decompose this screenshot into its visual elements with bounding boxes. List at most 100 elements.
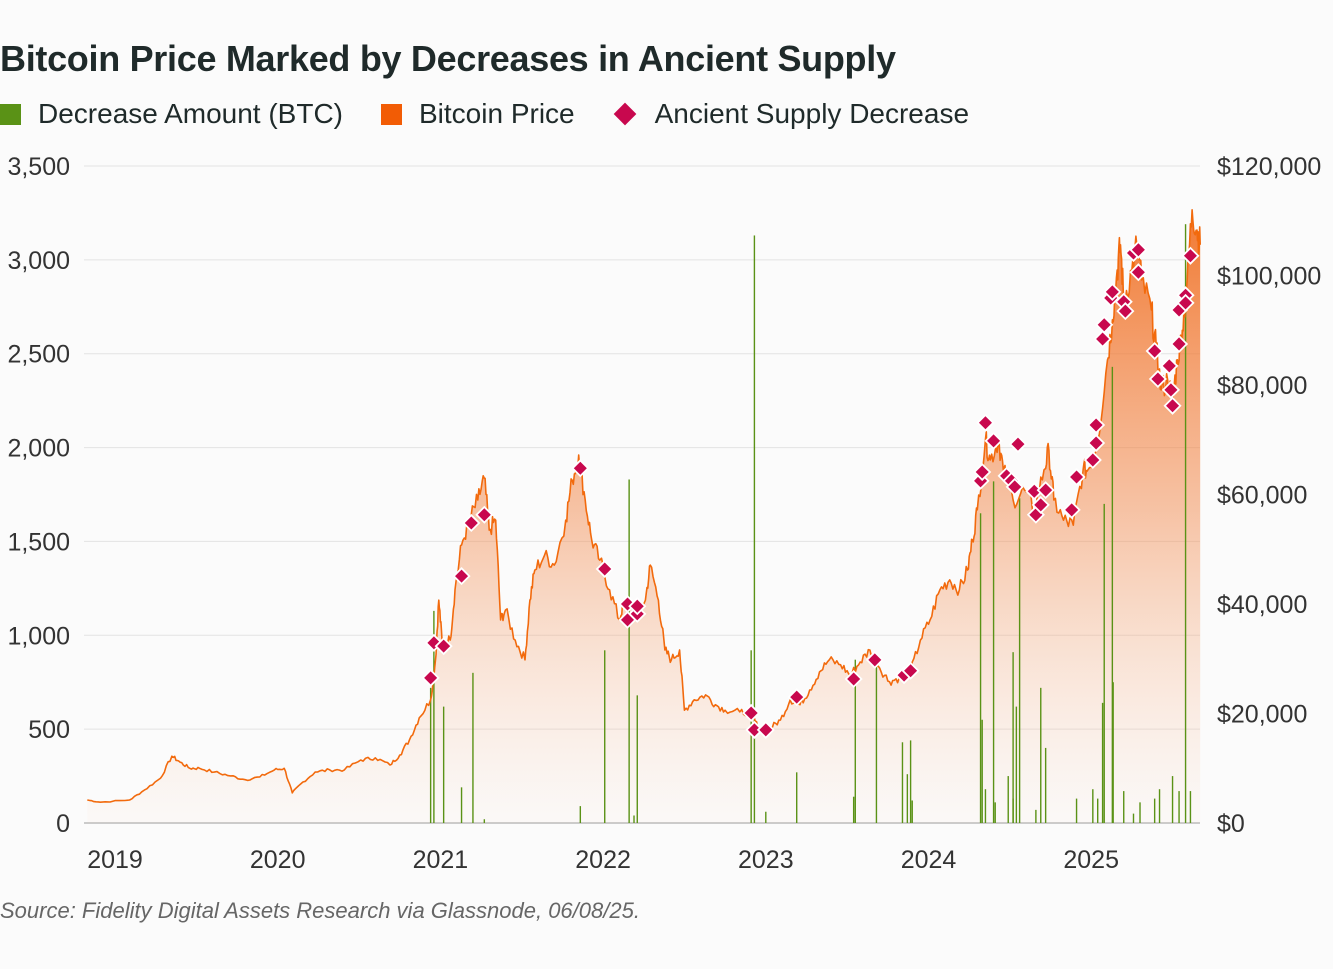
decrease-amount-bar [442, 706, 445, 823]
decrease-amount-bar [1189, 791, 1192, 823]
chart-title: Bitcoin Price Marked by Decreases in Anc… [0, 38, 896, 79]
legend-item-bitcoin-price: Bitcoin Price [381, 98, 575, 130]
decrease-amount-bar [636, 695, 638, 823]
right-axis-tick-label: $20,000 [1217, 701, 1307, 729]
ancient-supply-decrease-marker [452, 567, 471, 586]
x-axis-tick-label: 2021 [413, 846, 469, 874]
ancient-supply-decrease-marker [1083, 450, 1102, 470]
legend-label: Bitcoin Price [419, 98, 575, 129]
ancient-supply-decrease-marker [462, 513, 481, 533]
decrease-amount-bar [909, 740, 912, 823]
x-axis-tick-label: 2020 [250, 846, 306, 874]
ancient-supply-decrease-marker [1087, 433, 1106, 453]
legend-label: Decrease Amount (BTC) [38, 98, 343, 129]
decrease-amount-bar [852, 796, 855, 823]
decrease-amount-bar [483, 819, 486, 823]
ancient-supply-decrease-marker [1160, 356, 1179, 375]
bitcoin-price-area [87, 209, 1201, 824]
ancient-supply-decrease-marker [595, 559, 614, 579]
ancient-supply-decrease-marker [1161, 380, 1180, 399]
right-axis-tick-label: $100,000 [1217, 263, 1321, 291]
decrease-amount-bar [1112, 682, 1114, 823]
decrease-amount-bar [979, 513, 982, 823]
ancient-supply-decrease-marker [865, 650, 884, 669]
left-axis-tick-label: 3,000 [7, 247, 70, 275]
legend-item-decrease-amount: Decrease Amount (BTC) [0, 98, 343, 130]
left-axis-tick-label: 2,500 [7, 341, 70, 369]
ancient-supply-decrease-marker [742, 703, 761, 723]
ancient-supply-decrease-marker [745, 720, 764, 739]
decrease-amount-bar [1092, 789, 1094, 823]
decrease-amount-bar [1111, 366, 1114, 823]
legend-swatch-green [0, 103, 21, 125]
decrease-amount-bar [1123, 791, 1125, 823]
ancient-supply-decrease-marker [1005, 477, 1024, 496]
ancient-supply-decrease-marker [1008, 435, 1028, 454]
decrease-amount-bar [765, 811, 767, 823]
decrease-amount-bar [1139, 802, 1141, 823]
decrease-amount-bar [875, 654, 878, 823]
ancient-supply-decrease-marker [787, 688, 806, 707]
decrease-amount-bar [1007, 776, 1009, 823]
ancient-supply-decrease-marker [571, 459, 590, 478]
decrease-amount-bar [992, 481, 995, 823]
ancient-supply-decrease-marker [475, 505, 494, 524]
ancient-supply-decrease-marker [1062, 500, 1081, 519]
ancient-supply-decrease-marker [1031, 495, 1050, 514]
decrease-amount-bar [1171, 776, 1174, 823]
left-axis-tick-label: 2,000 [7, 435, 70, 463]
decrease-amount-bar [906, 774, 909, 823]
ancient-supply-decrease-marker [976, 413, 995, 432]
decrease-amount-bar [994, 802, 996, 823]
decrease-amount-bar [981, 719, 983, 823]
decrease-amount-bar [753, 235, 756, 823]
legend: Decrease Amount (BTC) Bitcoin Price Anci… [0, 96, 1007, 132]
ancient-supply-decrease-marker [756, 720, 775, 739]
x-axis-tick-label: 2025 [1063, 846, 1119, 874]
ancient-supply-decrease-marker [1148, 369, 1167, 389]
ancient-supply-decrease-marker [973, 463, 992, 482]
decrease-amount-bar [796, 772, 798, 823]
decrease-amount-bar [750, 650, 752, 823]
decrease-amount-bar [1040, 687, 1042, 823]
ancient-supply-decrease-marker [1036, 481, 1055, 500]
ancient-supply-decrease-marker [984, 431, 1003, 450]
right-axis-tick-label: $120,000 [1217, 153, 1321, 181]
decrease-amount-bar [1075, 798, 1078, 823]
decrease-amount-bar [854, 659, 856, 823]
ancient-supply-decrease-marker [1170, 334, 1189, 353]
decrease-amount-bar [1018, 498, 1021, 823]
ancient-supply-decrease-marker [421, 668, 440, 687]
decrease-amount-bar [1097, 798, 1099, 823]
decrease-amount-bar [1101, 702, 1104, 823]
decrease-amount-bar [1015, 706, 1018, 823]
decrease-amount-bar [604, 650, 606, 823]
x-axis-tick-label: 2019 [87, 846, 143, 874]
ancient-supply-decrease-marker [844, 669, 863, 689]
right-axis-tick-label: $60,000 [1217, 482, 1307, 510]
decrease-amount-bar [1044, 747, 1047, 823]
left-axis-tick-label: 1,500 [7, 528, 70, 556]
decrease-amount-bar [633, 815, 635, 823]
x-axis-tick-label: 2023 [738, 846, 794, 874]
ancient-supply-decrease-marker [434, 637, 453, 656]
decrease-amount-bar [1158, 789, 1161, 823]
ancient-supply-decrease-marker [1095, 315, 1114, 334]
ancient-supply-decrease-marker [1103, 282, 1122, 301]
decrease-amount-bar [460, 787, 463, 823]
right-axis-tick-label: $40,000 [1217, 591, 1307, 619]
decrease-amount-bar [472, 672, 474, 823]
ancient-supply-decrease-marker [1087, 415, 1106, 435]
ancient-supply-decrease-marker [1163, 396, 1182, 415]
legend-item-ancient-supply: Ancient Supply Decrease [613, 98, 969, 130]
source-note: Source: Fidelity Digital Assets Research… [0, 898, 640, 923]
ancient-supply-decrease-marker [1067, 467, 1086, 487]
decrease-amount-bar [579, 806, 582, 823]
ancient-supply-decrease-marker [1129, 263, 1148, 282]
legend-label: Ancient Supply Decrease [654, 98, 970, 129]
decrease-amount-bar [429, 687, 432, 823]
x-axis-tick-label: 2022 [575, 846, 631, 874]
ancient-supply-decrease-marker [901, 661, 920, 680]
ancient-supply-decrease-marker [1176, 293, 1195, 312]
